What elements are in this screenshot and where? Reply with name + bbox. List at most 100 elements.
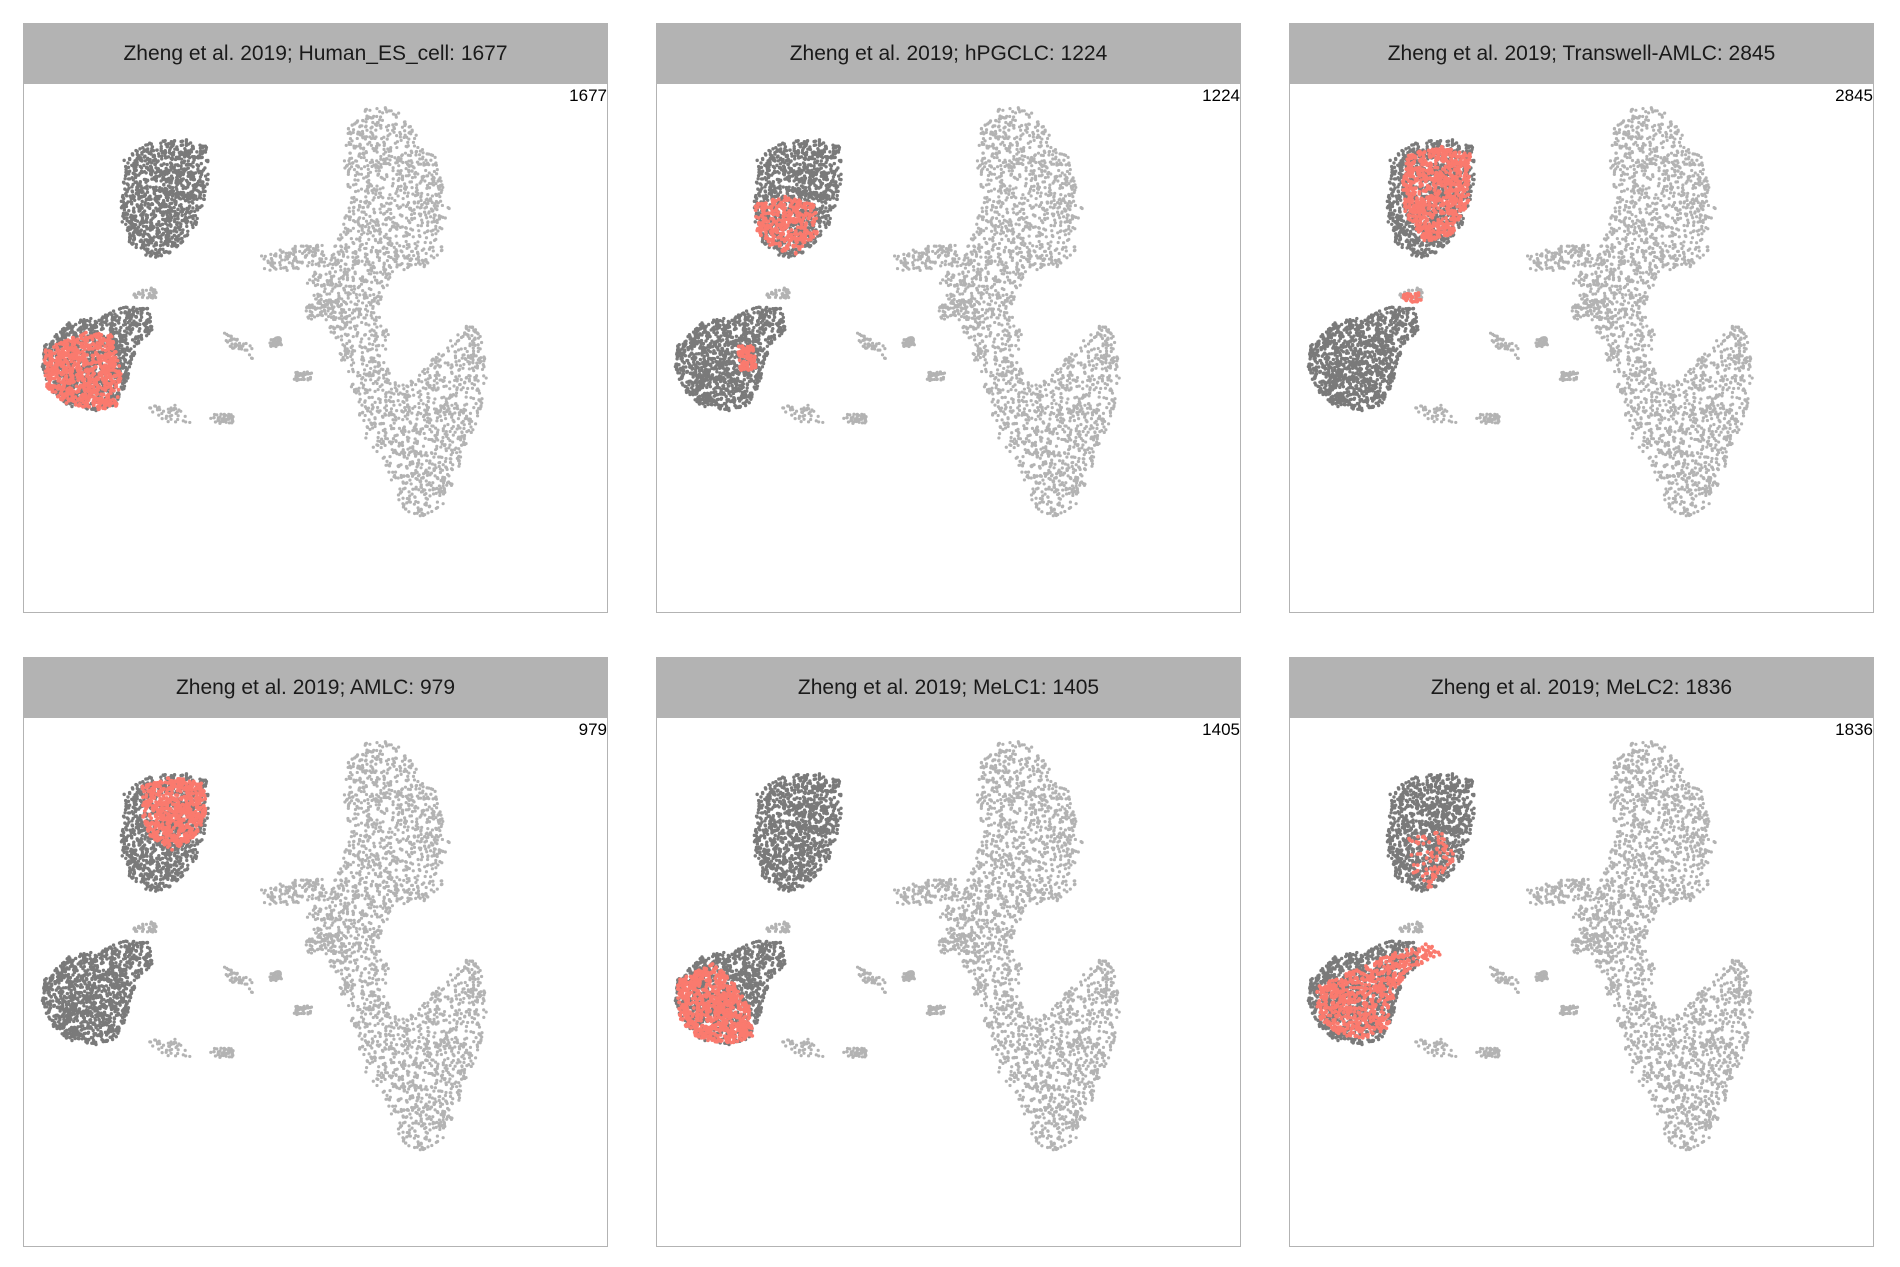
group-points-point: [131, 241, 135, 246]
background-points-point: [395, 409, 399, 413]
background-points-point: [410, 217, 414, 222]
background-points-point: [469, 325, 474, 329]
background-points-point: [464, 324, 468, 328]
background-points-point: [445, 483, 449, 487]
background-points-point: [432, 379, 437, 383]
group-points-point: [157, 248, 161, 253]
background-points-point: [417, 229, 421, 233]
group-points-point: [191, 206, 195, 210]
background-points-point: [405, 481, 409, 485]
background-points-point: [442, 379, 446, 383]
group-points-point: [179, 205, 184, 210]
group-points-point: [168, 189, 173, 193]
background-points-point: [433, 366, 437, 370]
background-points-point: [351, 255, 355, 259]
group-points-point: [203, 189, 207, 194]
background-points-point: [382, 140, 386, 144]
background-points-point: [398, 135, 402, 139]
background-points-point: [455, 387, 459, 392]
background-points-point: [421, 151, 425, 155]
group-points-point: [140, 212, 144, 216]
background-points-point: [440, 188, 444, 192]
background-points-point: [360, 320, 364, 325]
background-points-point: [326, 282, 330, 286]
background-points-point: [400, 154, 404, 158]
background-points-point: [471, 361, 475, 365]
background-points-point: [383, 443, 387, 447]
background-points-point: [373, 359, 377, 364]
background-points-point: [372, 293, 376, 297]
group-points-point: [137, 194, 141, 199]
background-points-point: [301, 374, 305, 378]
group-points-point: [134, 188, 139, 192]
group-points-point: [198, 152, 202, 156]
background-points-point: [343, 226, 348, 230]
background-points-point: [399, 451, 403, 455]
background-points-point: [310, 263, 314, 267]
group-points-point: [157, 222, 161, 226]
background-points-point: [402, 254, 406, 258]
background-points-point: [392, 426, 396, 431]
background-points-point: [260, 254, 264, 258]
background-points-point: [457, 459, 461, 463]
background-points-point: [407, 206, 412, 210]
background-points-point: [389, 255, 393, 260]
background-points-point: [380, 441, 384, 446]
background-points-point: [328, 292, 332, 296]
background-points-point: [316, 301, 320, 305]
background-points-point: [356, 260, 361, 264]
background-points-point: [283, 258, 287, 262]
group-points-point: [191, 160, 195, 165]
background-points-point: [381, 186, 385, 190]
group-points-point: [153, 157, 157, 162]
background-points-point: [343, 353, 347, 357]
background-points-point: [444, 417, 448, 421]
background-points-point: [330, 289, 334, 293]
background-points-point: [426, 220, 430, 225]
background-points-point: [448, 429, 452, 434]
background-points-point: [442, 410, 446, 415]
background-points-point: [376, 435, 380, 440]
background-points-point: [461, 353, 465, 357]
background-points-point: [382, 235, 387, 239]
background-points-point: [419, 392, 423, 397]
background-points-point: [347, 142, 351, 146]
group-points-point: [168, 146, 172, 151]
background-points-point: [394, 248, 398, 252]
group-points-point: [132, 206, 136, 210]
background-points-point: [434, 361, 438, 365]
background-points-point: [467, 422, 472, 426]
background-points-point: [403, 428, 407, 432]
background-points-point: [443, 216, 447, 220]
background-points-point: [420, 258, 424, 262]
background-points-point: [414, 246, 418, 251]
background-points-point: [394, 260, 398, 264]
background-points-point: [375, 106, 379, 111]
background-points-point: [358, 224, 362, 228]
group-points-point: [173, 218, 177, 222]
background-points-point: [351, 226, 355, 230]
group-points-point: [195, 204, 199, 208]
background-points-point: [169, 417, 173, 421]
background-points-point: [406, 174, 410, 178]
background-points-point: [407, 245, 411, 249]
background-points-point: [378, 191, 383, 195]
group-points-point: [138, 318, 143, 323]
group-points-point: [157, 230, 162, 234]
group-points-point: [128, 232, 132, 236]
group-points-point: [167, 234, 171, 238]
background-points-point: [369, 366, 373, 371]
background-points-point: [439, 418, 444, 423]
background-points-point: [313, 270, 317, 274]
group-points-point: [185, 209, 189, 213]
group-points-point: [202, 197, 206, 201]
background-points-point: [348, 137, 353, 141]
background-points-point: [395, 145, 399, 150]
background-points-point: [409, 249, 414, 254]
background-points-point: [381, 246, 385, 250]
background-points-point: [320, 310, 324, 314]
background-points-point: [399, 429, 404, 433]
background-points-point: [444, 399, 448, 404]
group-points-point: [184, 163, 189, 167]
background-points-point: [219, 412, 223, 416]
